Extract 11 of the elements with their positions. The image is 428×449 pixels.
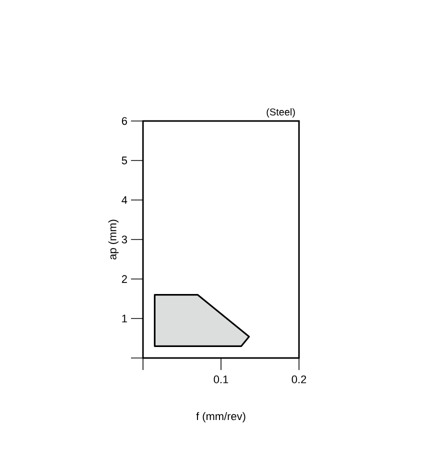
y-tick-label: 1 [122,314,127,322]
x-tick-label: 0.2 [292,376,306,384]
y-tick-label: 3 [122,236,127,244]
y-tick-label: 2 [122,275,127,283]
y-axis-title: ap (mm) [108,220,119,260]
x-axis-title: f (mm/rev) [196,412,246,422]
y-tick-label: 4 [122,196,128,204]
text: (Steel) [266,108,295,118]
y-tick-label: 5 [122,156,128,164]
x-tick-label: 0.1 [214,376,228,384]
y-tick-label: 6 [122,117,127,125]
